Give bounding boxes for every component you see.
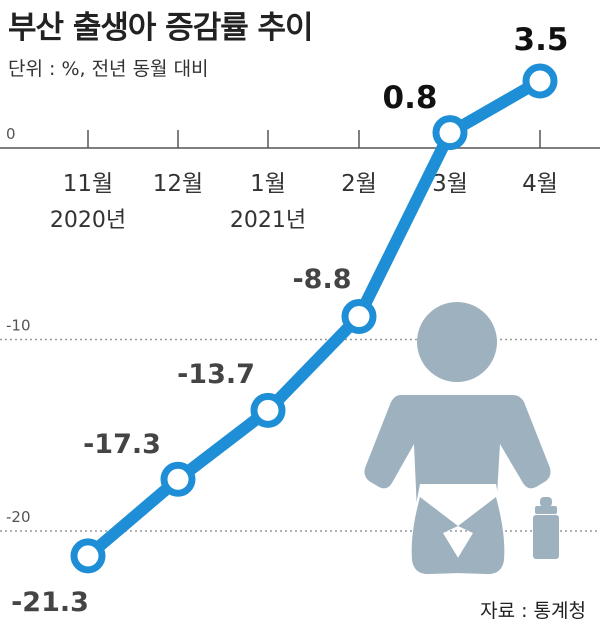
x-tick-label: 11월 bbox=[63, 171, 113, 197]
data-point bbox=[70, 538, 106, 574]
data-label: -8.8 bbox=[292, 264, 351, 295]
year-label: 2020년 bbox=[50, 208, 126, 233]
y-tick-label: -20 bbox=[6, 508, 31, 526]
y-tick-label: -10 bbox=[6, 317, 31, 335]
x-tick-label: 1월 bbox=[250, 171, 286, 197]
data-label: 3.5 bbox=[514, 22, 569, 58]
data-label: -17.3 bbox=[83, 429, 161, 460]
baby-icon bbox=[364, 302, 551, 575]
baby-bottle-icon bbox=[533, 497, 559, 559]
data-label: -21.3 bbox=[11, 587, 89, 618]
data-point bbox=[432, 115, 468, 151]
year-label: 2021년 bbox=[230, 208, 306, 233]
x-tick-label: 3월 bbox=[432, 171, 468, 197]
x-tick-label: 2월 bbox=[341, 171, 377, 197]
data-point bbox=[341, 299, 377, 335]
data-label: -13.7 bbox=[177, 359, 255, 390]
y-tick-label: 0 bbox=[6, 125, 16, 143]
data-point bbox=[160, 461, 196, 497]
chart-title: 부산 출생아 증감률 추이 bbox=[8, 10, 314, 46]
x-tick-label: 4월 bbox=[522, 171, 558, 197]
data-label: 0.8 bbox=[383, 80, 438, 116]
unit-note: 단위 : %, 전년 동월 대비 bbox=[8, 58, 209, 80]
x-tick-label: 12월 bbox=[153, 171, 203, 197]
source-note: 자료 : 통계청 bbox=[480, 600, 586, 622]
data-point bbox=[522, 63, 558, 99]
data-point bbox=[250, 392, 286, 428]
